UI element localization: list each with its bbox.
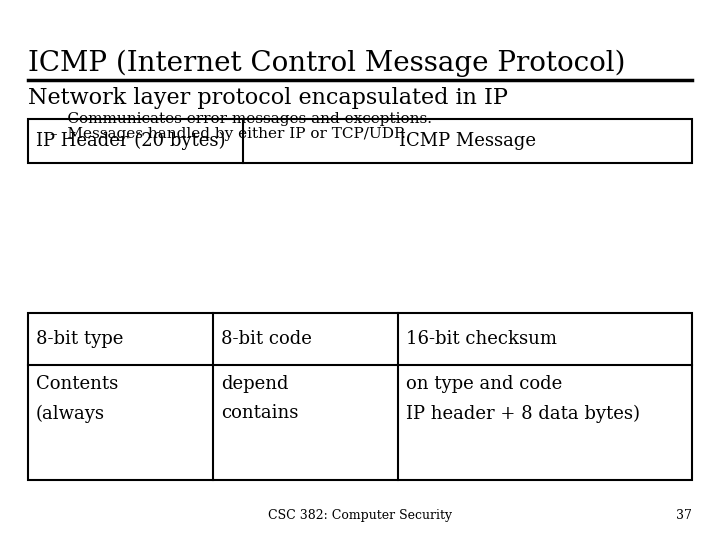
Text: Network layer protocol encapsulated in IP: Network layer protocol encapsulated in I… (28, 87, 508, 109)
Text: Contents
(always: Contents (always (36, 375, 118, 423)
Text: 8-bit code: 8-bit code (221, 330, 312, 348)
Text: ICMP (Internet Control Message Protocol): ICMP (Internet Control Message Protocol) (28, 50, 626, 77)
Text: IP Header (20 bytes): IP Header (20 bytes) (36, 132, 225, 150)
FancyBboxPatch shape (28, 313, 692, 480)
Text: ICMP Message: ICMP Message (399, 132, 536, 150)
Text: –  Messages handled by either IP or TCP/UDP.: – Messages handled by either IP or TCP/U… (50, 127, 406, 141)
Text: 8-bit type: 8-bit type (36, 330, 123, 348)
Text: CSC 382: Computer Security: CSC 382: Computer Security (268, 509, 452, 522)
Text: on type and code
IP header + 8 data bytes): on type and code IP header + 8 data byte… (406, 375, 640, 423)
Text: 37: 37 (676, 509, 692, 522)
FancyBboxPatch shape (28, 119, 692, 163)
Text: –  Communicates error messages and exceptions.: – Communicates error messages and except… (50, 112, 432, 126)
Text: depend
contains: depend contains (221, 375, 298, 422)
Text: 16-bit checksum: 16-bit checksum (406, 330, 557, 348)
